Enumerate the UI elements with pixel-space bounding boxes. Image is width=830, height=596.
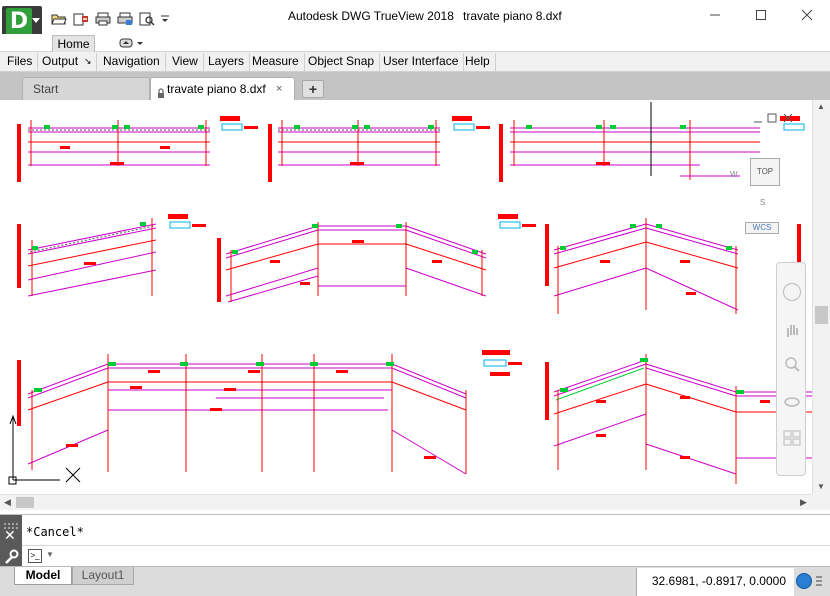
menu-item-navigation[interactable]: Navigation (98, 53, 166, 71)
menu-item-object-snap[interactable]: Object Snap (303, 53, 381, 71)
pan-icon[interactable] (783, 321, 801, 339)
command-input[interactable] (58, 548, 818, 565)
orbit-icon[interactable] (783, 393, 801, 411)
vertical-scroll-thumb[interactable] (815, 306, 828, 324)
scrollbar-corner (812, 494, 830, 510)
menu-item-measure[interactable]: Measure (247, 53, 305, 71)
launcher-arrow-icon: ↘ (84, 56, 92, 66)
scroll-left-icon[interactable]: ◀ (4, 497, 11, 507)
export-icon[interactable] (70, 9, 92, 29)
navigation-bar (776, 262, 806, 476)
minimize-icon[interactable] (702, 4, 728, 26)
dropdown-icon[interactable] (158, 9, 172, 29)
ribbon-minimize-icon[interactable] (118, 37, 146, 49)
truss-row-3 (17, 350, 812, 484)
batch-plot-icon[interactable] (114, 9, 136, 29)
globe-icon[interactable] (796, 573, 812, 589)
menu-bar: Files Output ↘ Navigation View Layers Me… (0, 52, 830, 72)
tab-close-icon[interactable]: × (276, 83, 283, 95)
window-title: Autodesk DWG TrueView 2018 (288, 9, 454, 23)
tab-layout1[interactable]: Layout1 (72, 567, 134, 585)
tab-drawing-file-label: travate piano 8.dxf (167, 82, 266, 96)
preview-icon[interactable] (136, 9, 158, 29)
window-file-name: travate piano 8.dxf (463, 9, 562, 23)
drawing-geometry (8, 102, 812, 485)
plot-icon[interactable] (92, 9, 114, 29)
viewcube-top[interactable]: TOP (750, 158, 780, 186)
menu-item-files[interactable]: Files (2, 53, 39, 71)
close-command-line-icon[interactable]: ✕ (4, 527, 16, 543)
truss-row-2 (17, 214, 801, 314)
menu-item-view[interactable]: View (167, 53, 204, 71)
open-icon[interactable] (48, 9, 70, 29)
menu-item-layers[interactable]: Layers (203, 53, 251, 71)
app-logo-letter: D (6, 8, 32, 35)
document-tab-bar: Start travate piano 8.dxf × + (0, 72, 830, 100)
ucs-menu[interactable]: WCS (745, 222, 779, 234)
tab-home[interactable]: Home (52, 35, 95, 52)
scroll-down-icon[interactable]: ▼ (817, 482, 825, 491)
viewcube-compass-w: W (730, 170, 738, 179)
steering-wheel-icon[interactable] (783, 283, 801, 301)
maximize-icon[interactable] (748, 4, 774, 26)
vertical-scrollbar[interactable]: ▲ ▼ (812, 100, 830, 494)
menu-item-output-label: Output (42, 54, 79, 68)
ribbon-tab-bar: Home (0, 34, 830, 52)
command-input-row: >_ ▼ (22, 545, 830, 567)
scroll-right-icon[interactable]: ▶ (800, 497, 807, 507)
tab-model[interactable]: Model (14, 567, 72, 585)
grip-dots-icon (4, 518, 18, 529)
menu-item-help[interactable]: Help (460, 53, 496, 71)
new-tab-button[interactable]: + (302, 80, 324, 98)
application-menu-button[interactable]: D (2, 6, 42, 37)
menu-item-output[interactable]: Output ↘ (37, 53, 98, 71)
viewport-window-icons[interactable] (752, 112, 810, 126)
command-prompt-icon[interactable]: >_ (28, 549, 42, 563)
zoom-icon[interactable] (783, 355, 801, 373)
showmotion-icon[interactable] (783, 429, 801, 447)
status-menu-icon[interactable] (815, 573, 823, 589)
status-bar: Model Layout1 32.6981, -0.8917, 0.0000 (0, 566, 830, 596)
drawing-canvas[interactable]: TOP W S WCS (0, 100, 812, 494)
coordinate-readout[interactable]: 32.6981, -0.8917, 0.0000 (636, 568, 794, 596)
command-line-grip[interactable]: ✕ (0, 515, 22, 567)
ucs-icon (8, 414, 81, 485)
truss-row-1 (17, 102, 805, 182)
menu-item-user-interface[interactable]: User Interface (378, 53, 465, 71)
tab-drawing-file[interactable]: travate piano 8.dxf × (150, 77, 295, 100)
viewport-controls (752, 112, 810, 126)
title-bar: D Autodesk DWG TrueView 2018 tra (0, 0, 830, 37)
command-history-text: *Cancel* (26, 525, 84, 539)
viewcube-compass-s: S (760, 198, 766, 207)
chevron-down-icon (32, 18, 40, 23)
scroll-up-icon[interactable]: ▲ (817, 102, 825, 111)
chevron-down-icon[interactable]: ▼ (46, 550, 54, 559)
horizontal-scroll-thumb[interactable] (16, 497, 34, 508)
command-line: ✕ *Cancel* >_ ▼ (0, 514, 830, 567)
wrench-icon[interactable] (3, 549, 19, 565)
quick-access-toolbar (48, 9, 172, 29)
tab-start[interactable]: Start (22, 77, 150, 100)
close-icon[interactable] (794, 4, 820, 26)
horizontal-scrollbar[interactable]: ◀ ▶ (0, 494, 812, 510)
lock-icon (157, 84, 164, 98)
